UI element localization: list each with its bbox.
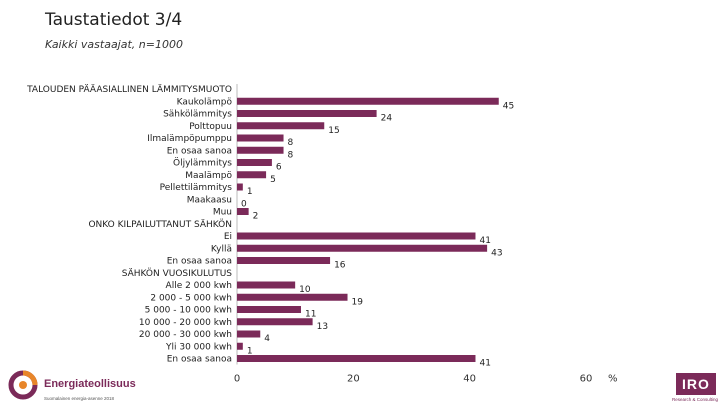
iro-tagline: Research & Consulting	[672, 397, 719, 402]
iro-logo: IRO	[676, 373, 716, 395]
x-tick-label: 60	[580, 374, 593, 385]
category-label: Öljylämmitys	[173, 158, 232, 169]
category-label: Polttopuu	[189, 122, 232, 132]
category-label: Kaukolämpö	[177, 97, 233, 107]
category-label: Kyllä	[211, 244, 232, 254]
category-label: Ei	[224, 232, 232, 242]
x-tick-label: 20	[347, 374, 360, 385]
category-heading: SÄHKÖN VUOSIKULUTUS	[122, 268, 233, 279]
category-label: En osaa sanoa	[167, 355, 232, 365]
data-label: 41	[479, 236, 490, 246]
bar	[237, 330, 261, 338]
data-label: 15	[328, 126, 339, 136]
data-label: 1	[247, 187, 253, 197]
data-label: 2	[253, 212, 259, 222]
bar	[237, 97, 499, 105]
category-label: Maakaasu	[187, 195, 232, 205]
unit-label: %	[608, 374, 618, 385]
data-label: 0	[241, 199, 247, 209]
x-tick-label: 0	[234, 374, 240, 385]
category-label: 2 000 - 5 000 kwh	[150, 293, 232, 303]
data-label: 5	[270, 175, 276, 185]
category-heading: ONKO KILPAILUTTANUT SÄHKÖN	[88, 219, 232, 230]
data-label: 13	[317, 322, 328, 332]
bar	[237, 355, 476, 362]
data-label: 1	[247, 346, 253, 356]
energiateollisuus-logo-icon	[8, 370, 38, 400]
bar	[237, 257, 331, 264]
data-label: 6	[276, 163, 282, 173]
category-label: Yli 30 000 kwh	[165, 342, 232, 352]
data-label: 41	[479, 359, 490, 369]
page-title: Taustatiedot 3/4	[45, 10, 183, 30]
category-label: 20 000 - 30 000 kwh	[139, 330, 232, 340]
data-label: 24	[381, 114, 393, 124]
category-label: En osaa sanoa	[167, 257, 232, 267]
data-label: 11	[305, 310, 316, 320]
bar	[237, 342, 243, 350]
bar	[237, 244, 488, 252]
bar	[237, 159, 272, 166]
category-label: Alle 2 000 kwh	[166, 281, 232, 291]
bar	[237, 281, 296, 289]
bar	[237, 171, 267, 179]
bar	[237, 318, 313, 326]
bar	[237, 110, 377, 117]
data-label: 16	[334, 261, 346, 271]
brand-tagline: Suomalainen energia-asenne 2018	[44, 396, 115, 401]
bar	[237, 232, 476, 240]
data-label: 45	[503, 101, 514, 111]
bar	[237, 208, 249, 215]
data-label: 10	[299, 285, 311, 295]
page-subtitle: Kaikki vastaajat, n=1000	[45, 38, 183, 51]
bar	[237, 134, 284, 142]
bar	[237, 293, 348, 301]
data-label: 8	[288, 150, 294, 160]
category-label: Sähkölämmitys	[163, 110, 232, 120]
bar	[237, 306, 301, 313]
data-label: 8	[288, 138, 294, 148]
data-label: 43	[491, 248, 502, 258]
category-label: 10 000 - 20 000 kwh	[139, 318, 232, 328]
category-label: Maalämpö	[185, 171, 232, 181]
category-label: 5 000 - 10 000 kwh	[145, 306, 232, 316]
bar	[237, 183, 243, 191]
bar	[237, 122, 325, 130]
x-tick-label: 40	[463, 374, 476, 385]
category-label: Pellettilämmitys	[160, 183, 233, 193]
data-label: 4	[264, 334, 270, 344]
category-label: En osaa sanoa	[167, 146, 232, 156]
data-label: 19	[352, 297, 364, 307]
category-label: Muu	[213, 208, 232, 218]
category-label: Ilmalämpöpumppu	[147, 134, 232, 144]
category-heading: TALOUDEN PÄÄASIALLINEN LÄMMITYSMUOTO	[26, 84, 232, 95]
brand-name: Energiateollisuus	[44, 378, 136, 390]
bar	[237, 146, 284, 154]
